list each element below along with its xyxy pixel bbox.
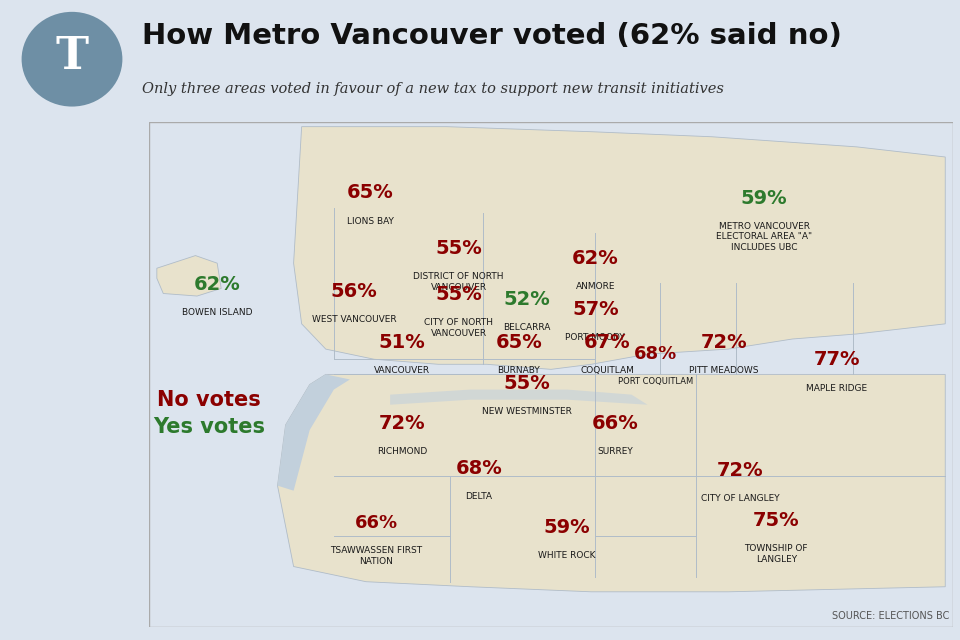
Text: 77%: 77% bbox=[813, 350, 860, 369]
Text: 59%: 59% bbox=[543, 518, 590, 537]
Text: 51%: 51% bbox=[379, 333, 425, 351]
Text: 75%: 75% bbox=[753, 511, 800, 530]
Text: BELCARRA: BELCARRA bbox=[503, 323, 551, 332]
Text: 66%: 66% bbox=[592, 413, 638, 433]
Text: WEST VANCOUVER: WEST VANCOUVER bbox=[312, 316, 396, 324]
Text: 62%: 62% bbox=[194, 275, 241, 294]
Polygon shape bbox=[156, 255, 221, 296]
Text: Only three areas voted in favour of a new tax to support new transit initiatives: Only three areas voted in favour of a ne… bbox=[142, 82, 724, 96]
Text: SURREY: SURREY bbox=[597, 447, 634, 456]
Text: 57%: 57% bbox=[572, 300, 618, 319]
Text: 68%: 68% bbox=[455, 459, 502, 478]
Text: 55%: 55% bbox=[435, 285, 482, 303]
Text: 56%: 56% bbox=[330, 282, 377, 301]
Text: 59%: 59% bbox=[741, 189, 787, 207]
Text: TOWNSHIP OF
LANGLEY: TOWNSHIP OF LANGLEY bbox=[745, 544, 808, 564]
Text: How Metro Vancouver voted (62% said no): How Metro Vancouver voted (62% said no) bbox=[142, 22, 842, 49]
Text: 67%: 67% bbox=[584, 333, 631, 351]
Polygon shape bbox=[277, 374, 349, 491]
Text: RICHMOND: RICHMOND bbox=[377, 447, 427, 456]
Polygon shape bbox=[294, 127, 946, 369]
Text: BOWEN ISLAND: BOWEN ISLAND bbox=[182, 308, 252, 317]
Text: 62%: 62% bbox=[572, 249, 618, 268]
Text: SOURCE: ELECTIONS BC: SOURCE: ELECTIONS BC bbox=[832, 611, 949, 621]
Text: LIONS BAY: LIONS BAY bbox=[347, 217, 394, 226]
Text: NEW WESTMINSTER: NEW WESTMINSTER bbox=[482, 407, 572, 416]
Text: 72%: 72% bbox=[701, 333, 747, 351]
Text: No votes: No votes bbox=[157, 390, 261, 410]
Text: DELTA: DELTA bbox=[466, 492, 492, 501]
Text: PITT MEADOWS: PITT MEADOWS bbox=[689, 366, 758, 375]
Text: TSAWWASSEN FIRST
NATION: TSAWWASSEN FIRST NATION bbox=[330, 547, 422, 566]
Text: 68%: 68% bbox=[634, 345, 677, 364]
Text: 66%: 66% bbox=[355, 514, 398, 532]
Text: 72%: 72% bbox=[717, 461, 763, 479]
Text: PORT MOODY: PORT MOODY bbox=[565, 333, 625, 342]
Text: CITY OF NORTH
VANCOUVER: CITY OF NORTH VANCOUVER bbox=[424, 318, 493, 337]
Ellipse shape bbox=[22, 12, 123, 107]
Text: Yes votes: Yes votes bbox=[154, 417, 265, 438]
Text: DISTRICT OF NORTH
VANCOUVER: DISTRICT OF NORTH VANCOUVER bbox=[413, 272, 504, 292]
Text: WHITE ROCK: WHITE ROCK bbox=[539, 551, 596, 561]
Text: 65%: 65% bbox=[495, 333, 542, 351]
Text: METRO VANCOUVER
ELECTORAL AREA "A"
INCLUDES UBC: METRO VANCOUVER ELECTORAL AREA "A" INCLU… bbox=[716, 221, 812, 252]
Polygon shape bbox=[390, 390, 648, 404]
Text: 55%: 55% bbox=[435, 239, 482, 258]
Text: 55%: 55% bbox=[504, 374, 550, 393]
Text: VANCOUVER: VANCOUVER bbox=[374, 366, 430, 375]
Text: PORT COQUITLAM: PORT COQUITLAM bbox=[618, 378, 693, 387]
Text: T: T bbox=[56, 35, 88, 78]
Text: COQUITLAM: COQUITLAM bbox=[581, 366, 635, 375]
Text: MAPLE RIDGE: MAPLE RIDGE bbox=[806, 383, 867, 392]
Text: BURNABY: BURNABY bbox=[497, 366, 540, 375]
Text: CITY OF LANGLEY: CITY OF LANGLEY bbox=[701, 493, 780, 503]
Text: 72%: 72% bbox=[379, 413, 425, 433]
Polygon shape bbox=[277, 374, 946, 592]
Text: 65%: 65% bbox=[347, 184, 394, 202]
Text: 52%: 52% bbox=[504, 290, 550, 308]
Text: ANMORE: ANMORE bbox=[576, 282, 615, 291]
